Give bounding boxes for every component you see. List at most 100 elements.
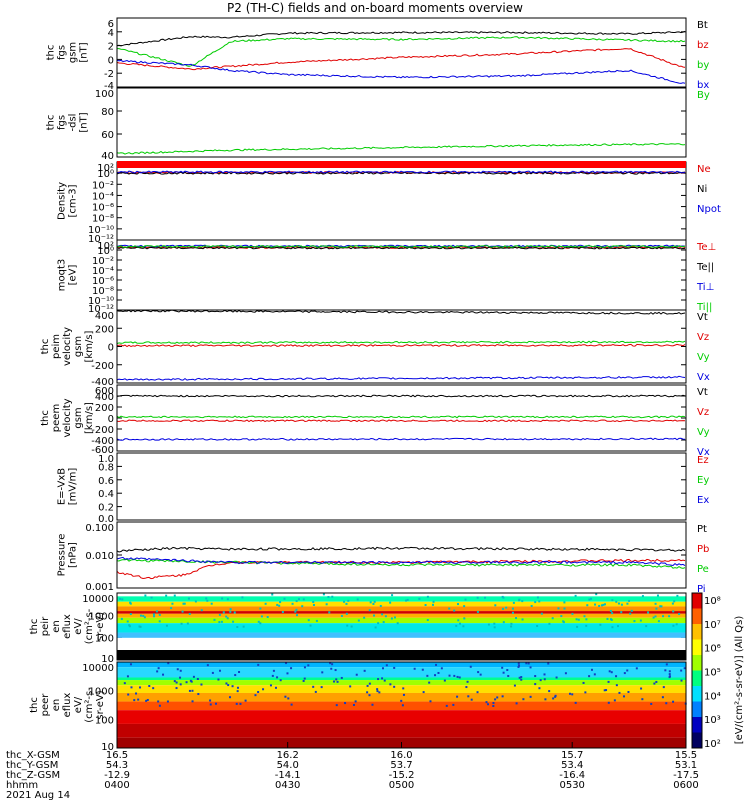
spectrogram-speckle [379,605,382,608]
spectrogram-speckle [606,617,609,620]
spectrogram-speckle [455,624,458,627]
footer-value: 15.7 [561,750,583,761]
legend-item: Ne [697,164,711,175]
spectrogram-speckle [333,680,336,683]
colorbar-segment [692,639,702,656]
spectrogram-speckle [179,669,182,672]
spectrogram-speckle [260,615,263,618]
colorbar-segment [692,655,702,671]
spectrogram-speckle [426,674,429,677]
spectrogram-speckle [389,683,392,686]
spectrogram-speckle [494,604,497,607]
spectrogram-speckle [309,624,312,627]
spectrogram-speckle [244,699,247,702]
legend-item: by [697,60,709,71]
spectrogram-speckle [555,676,558,679]
spectrogram-speckle [211,671,214,674]
footer-value: 53.4 [561,760,583,771]
spectrogram-speckle [683,667,686,670]
spectrogram-speckle [385,664,388,667]
legend-item: Vy [697,352,710,363]
spectrogram-speckle [626,669,629,672]
spectrogram-speckle [389,601,392,604]
ytick-label: -200 [91,361,114,372]
ylabel-text: gsm [73,407,84,428]
spectrogram-speckle [206,664,209,667]
legend-item: Ni [697,184,707,195]
spectrogram-speckle [189,679,192,682]
spectrogram-speckle [322,593,325,596]
series-line-Vx [116,375,686,381]
spectrogram-speckle [479,673,482,676]
spectrogram-speckle [571,612,574,615]
spectrogram-band [117,662,686,668]
spectrogram-speckle [283,597,286,600]
spectrogram-speckle [158,704,161,707]
spectrogram-speckle [171,602,174,605]
spectrogram-speckle [486,703,489,706]
ytick-label: 200 [95,324,114,335]
spectrogram-band [117,692,686,702]
spectrogram-speckle [633,620,636,623]
ytick-label: 0 [108,343,114,354]
spectrogram-speckle [233,611,236,614]
legend-item: Te|| [696,262,714,273]
ytick-label: 10⁻⁴ [92,266,114,277]
colorbar-tick: 10² [704,739,721,750]
spectrogram-speckle [518,664,521,667]
spectrogram-band [117,667,686,678]
spectrogram-speckle [476,691,479,694]
spectrogram-speckle [459,622,462,625]
footer-value: 16.5 [106,750,128,761]
spectrogram-speckle [209,699,212,702]
spectrogram-speckle [350,625,353,628]
spectrogram-speckle [620,603,623,606]
spectrogram-band [117,685,686,693]
ytick-label: -200 [91,425,114,436]
spectrogram-speckle [585,618,588,621]
ytick-label: 0.010 [85,551,114,562]
spectrogram-speckle [200,683,203,686]
spectrogram-speckle [330,667,333,670]
series-line-Te|| [116,246,686,250]
footer-value: -14.1 [275,770,301,781]
spectrogram-speckle [314,690,317,693]
spectrogram-speckle [321,671,324,674]
spectrogram-speckle [363,669,366,672]
spectrogram-speckle [231,685,234,688]
spectrogram-speckle [544,698,547,701]
ylabel-text: peir [40,616,51,636]
spectrogram-speckle [628,599,631,602]
spectrogram-speckle [366,684,369,687]
legend-item: Te⊥ [696,242,716,253]
footer-value: 0500 [389,780,414,791]
spectrogram-speckle [554,695,557,698]
spectrogram-speckle [600,604,603,607]
spectrogram-speckle [530,604,533,607]
legend-item: Pi [697,584,706,595]
spectrogram-speckle [501,607,504,610]
spectrogram-speckle [229,608,232,611]
spectrogram-speckle [152,687,155,690]
spectrogram-speckle [175,687,178,690]
spectrogram-speckle [452,703,455,706]
spectrogram-speckle [225,615,228,618]
ylabel-text: sr-eV) [95,690,106,719]
ytick-label: 10⁻⁸ [92,214,114,225]
spectrogram-speckle [328,611,331,614]
spectrogram-speckle [627,690,630,693]
spectrogram-speckle [152,613,155,616]
spectrogram-speckle [269,684,272,687]
spectrogram-speckle [372,602,375,605]
spectrogram-speckle [515,617,518,620]
spectrogram-speckle [456,603,459,606]
spectrogram-speckle [226,598,229,601]
ylabel-text: [km/s] [84,330,95,362]
spectrogram-speckle [585,624,588,627]
spectrogram-speckle [623,695,626,698]
spectrogram-band [117,701,686,711]
footer-value: -16.4 [559,770,585,781]
spectrogram-speckle [607,680,610,683]
ytick-label: 10 [101,654,114,665]
colorbar-segment [692,670,702,687]
